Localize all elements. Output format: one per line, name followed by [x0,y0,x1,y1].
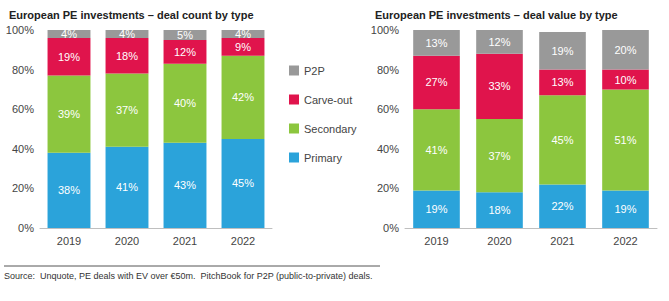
svg-text:13%: 13% [425,37,447,49]
svg-text:P2P: P2P [304,65,325,77]
svg-text:22%: 22% [551,200,573,212]
svg-text:19%: 19% [425,203,447,215]
svg-text:45%: 45% [551,134,573,146]
svg-text:60%: 60% [12,103,34,115]
svg-text:12%: 12% [488,36,510,48]
svg-text:4%: 4% [61,28,77,40]
svg-text:20%: 20% [614,44,636,56]
svg-text:18%: 18% [116,50,138,62]
svg-text:40%: 40% [377,143,399,155]
svg-text:45%: 45% [232,177,254,189]
svg-text:European PE investments – deal: European PE investments – deal value by … [375,9,618,21]
svg-text:20%: 20% [377,182,399,194]
svg-text:2021: 2021 [173,235,197,247]
svg-text:80%: 80% [12,64,34,76]
svg-text:33%: 33% [488,80,510,92]
svg-text:9%: 9% [235,41,251,53]
svg-text:20%: 20% [12,182,34,194]
svg-text:2020: 2020 [115,235,139,247]
svg-text:40%: 40% [174,97,196,109]
svg-text:European PE investments – deal: European PE investments – deal count by … [9,9,254,21]
svg-text:0%: 0% [383,222,399,234]
svg-text:10%: 10% [614,74,636,86]
svg-text:41%: 41% [116,181,138,193]
svg-text:4%: 4% [119,28,135,40]
svg-text:39%: 39% [58,108,80,120]
svg-text:4%: 4% [235,28,251,40]
svg-text:37%: 37% [116,104,138,116]
svg-text:51%: 51% [614,134,636,146]
svg-text:2022: 2022 [613,235,637,247]
svg-text:Primary: Primary [304,152,342,164]
svg-text:100%: 100% [6,24,34,36]
svg-text:43%: 43% [174,179,196,191]
svg-text:2019: 2019 [57,235,81,247]
svg-text:5%: 5% [177,29,193,41]
svg-text:2019: 2019 [424,235,448,247]
svg-text:2020: 2020 [487,235,511,247]
svg-text:19%: 19% [614,203,636,215]
svg-text:38%: 38% [58,184,80,196]
svg-text:0%: 0% [18,222,34,234]
svg-text:19%: 19% [551,45,573,57]
svg-text:40%: 40% [12,143,34,155]
svg-text:41%: 41% [425,144,447,156]
svg-text:2021: 2021 [550,235,574,247]
svg-text:42%: 42% [232,91,254,103]
svg-text:27%: 27% [425,76,447,88]
svg-text:60%: 60% [377,103,399,115]
svg-text:Source: Unquote, PE deals wit: Source: Unquote, PE deals with EV over €… [4,271,373,281]
svg-text:37%: 37% [488,150,510,162]
svg-text:80%: 80% [377,64,399,76]
svg-text:13%: 13% [551,76,573,88]
svg-text:2022: 2022 [231,235,255,247]
svg-text:Carve-out: Carve-out [304,94,352,106]
svg-text:19%: 19% [58,51,80,63]
svg-text:Secondary: Secondary [304,123,357,135]
svg-text:12%: 12% [174,46,196,58]
svg-text:100%: 100% [371,24,399,36]
svg-text:18%: 18% [488,204,510,216]
